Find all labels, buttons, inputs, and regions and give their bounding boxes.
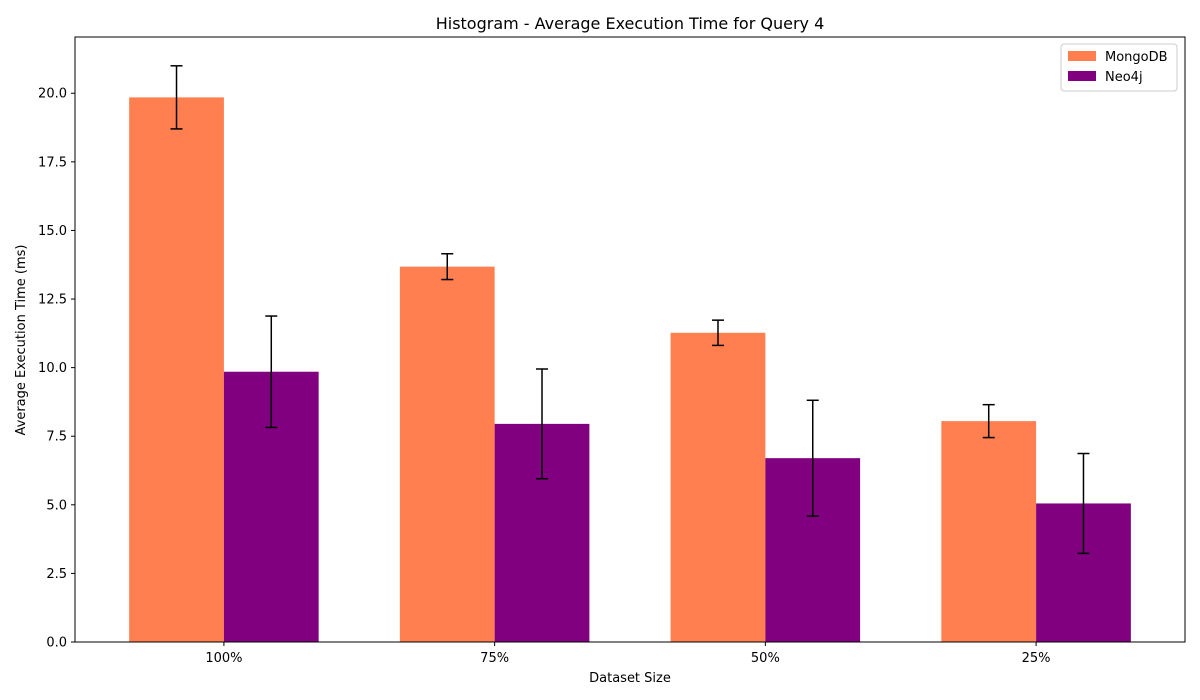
y-tick-label: 20.0 (38, 87, 67, 102)
y-axis-label: Average Execution Time (ms) (14, 245, 29, 436)
x-tick-label: 100% (205, 651, 242, 666)
x-tick-label: 75% (480, 651, 509, 666)
y-tick-label: 10.0 (38, 361, 67, 376)
y-tick-label: 0.0 (46, 636, 67, 651)
y-tick-label: 17.5 (38, 155, 67, 170)
y-tick-label: 5.0 (46, 498, 67, 513)
legend-swatch-mongodb (1068, 51, 1096, 61)
bar-mongodb (941, 421, 1037, 642)
legend-swatch-neo4j (1068, 71, 1096, 81)
x-tick-label: 25% (1022, 651, 1051, 666)
y-tick-label: 2.5 (46, 567, 67, 582)
chart-title: Histogram - Average Execution Time for Q… (436, 14, 825, 33)
legend-label-mongodb: MongoDB (1105, 50, 1168, 65)
y-axis: 0.0 2.5 5.0 7.5 10.0 12.5 15.0 17.5 20.0 (38, 87, 75, 651)
bar-mongodb (129, 97, 224, 643)
x-axis-label: Dataset Size (589, 671, 671, 686)
bar-mongodb (670, 332, 766, 642)
bar-mongodb (399, 266, 495, 642)
bars-layer (129, 97, 1131, 643)
x-tick-label: 50% (751, 651, 780, 666)
legend-label-neo4j: Neo4j (1105, 70, 1143, 85)
y-tick-label: 15.0 (38, 224, 67, 239)
y-tick-label: 7.5 (46, 430, 67, 445)
error-bars-layer (170, 65, 1090, 555)
plot-frame (74, 36, 1186, 643)
legend: MongoDB Neo4j (1060, 43, 1178, 92)
x-axis: 100% 75% 50% 25% (205, 642, 1051, 666)
y-tick-label: 12.5 (38, 293, 67, 308)
